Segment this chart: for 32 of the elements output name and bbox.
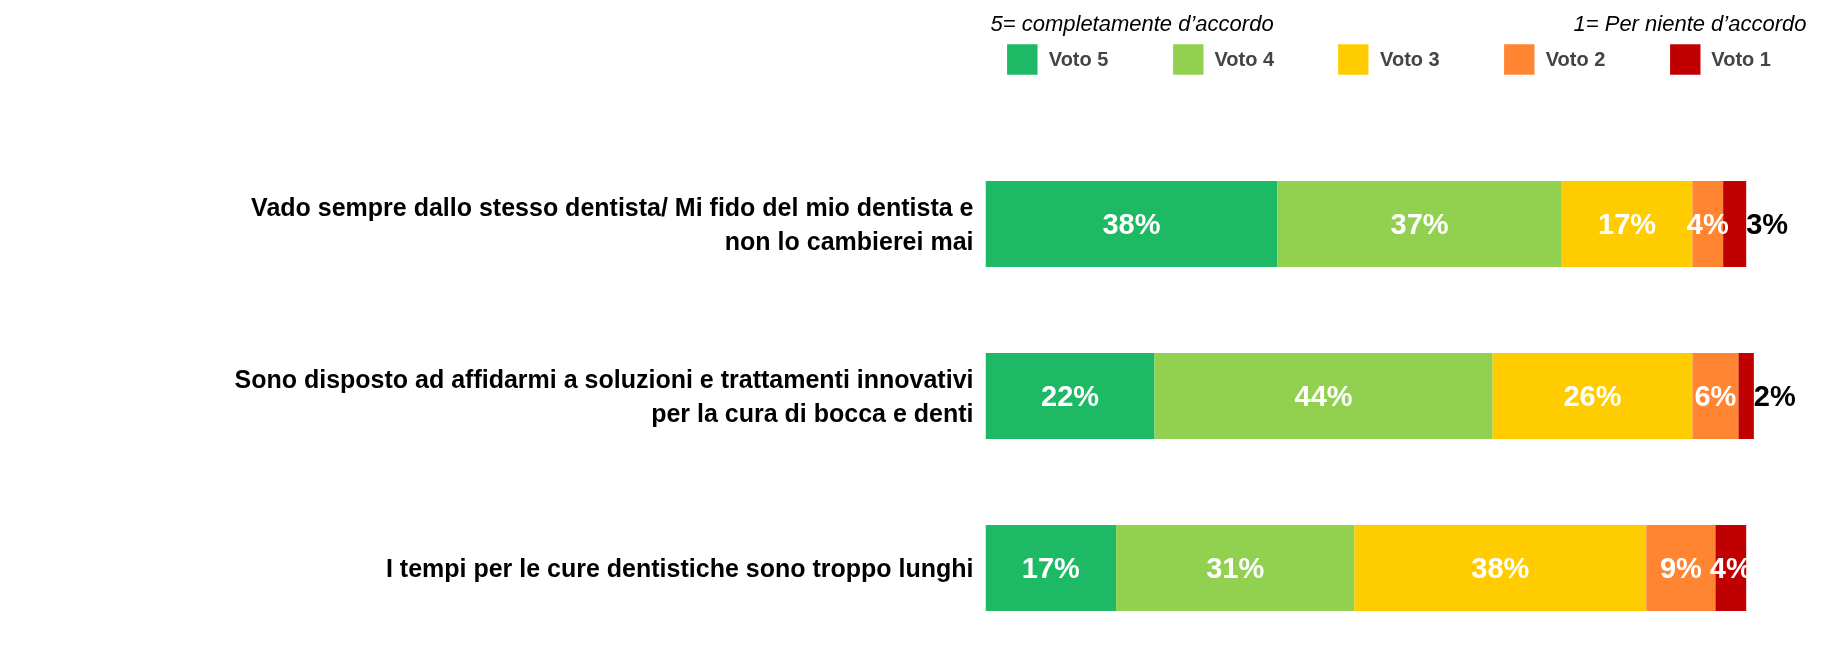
data-label: 3%	[1746, 208, 1789, 241]
y-tick-label: Vado sempre dallo stesso dentista/ Mi fido del mio dentista e non lo cambierei mai	[251, 193, 974, 255]
data-label: 38%	[1102, 208, 1161, 241]
legend-label: Voto 3	[1380, 47, 1440, 71]
legend-label: Voto 5	[1048, 47, 1109, 71]
bar	[985, 353, 1155, 440]
data-label: 6%	[1694, 380, 1737, 413]
bar	[1116, 525, 1355, 612]
bar	[985, 181, 1278, 268]
y-tick-label: Sono disposto ad affidarmi a soluzioni e trattamenti innovativi per la cura di bocca e denti	[234, 365, 974, 427]
bar	[1492, 353, 1693, 440]
data-label: 17%	[1598, 208, 1657, 241]
data-label: 38%	[1471, 552, 1530, 585]
bar	[985, 525, 1117, 612]
data-label: 37%	[1390, 208, 1449, 241]
text: 1= Per niente d’accordo	[1573, 10, 1807, 36]
text: 5= completamente d’accordo	[990, 10, 1274, 36]
data-label: 31%	[1206, 552, 1265, 585]
legend-label: Voto 4	[1214, 47, 1275, 71]
legend-label: Voto 1	[1711, 47, 1771, 71]
data-label: 17%	[1021, 552, 1081, 585]
data-label: 26%	[1563, 380, 1622, 413]
legend-label: Voto 2	[1545, 47, 1606, 71]
data-label: 2%	[1753, 380, 1796, 413]
bar	[1277, 181, 1562, 268]
data-label: 9%	[1659, 552, 1703, 585]
data-label: 44%	[1294, 380, 1353, 413]
y-tick-label: I tempi per le cure dentistiche sono troppo lunghi	[385, 554, 974, 583]
bar	[1738, 353, 1754, 440]
bar	[1354, 525, 1647, 612]
bar	[1154, 353, 1493, 440]
data-label: 22%	[1041, 380, 1100, 413]
